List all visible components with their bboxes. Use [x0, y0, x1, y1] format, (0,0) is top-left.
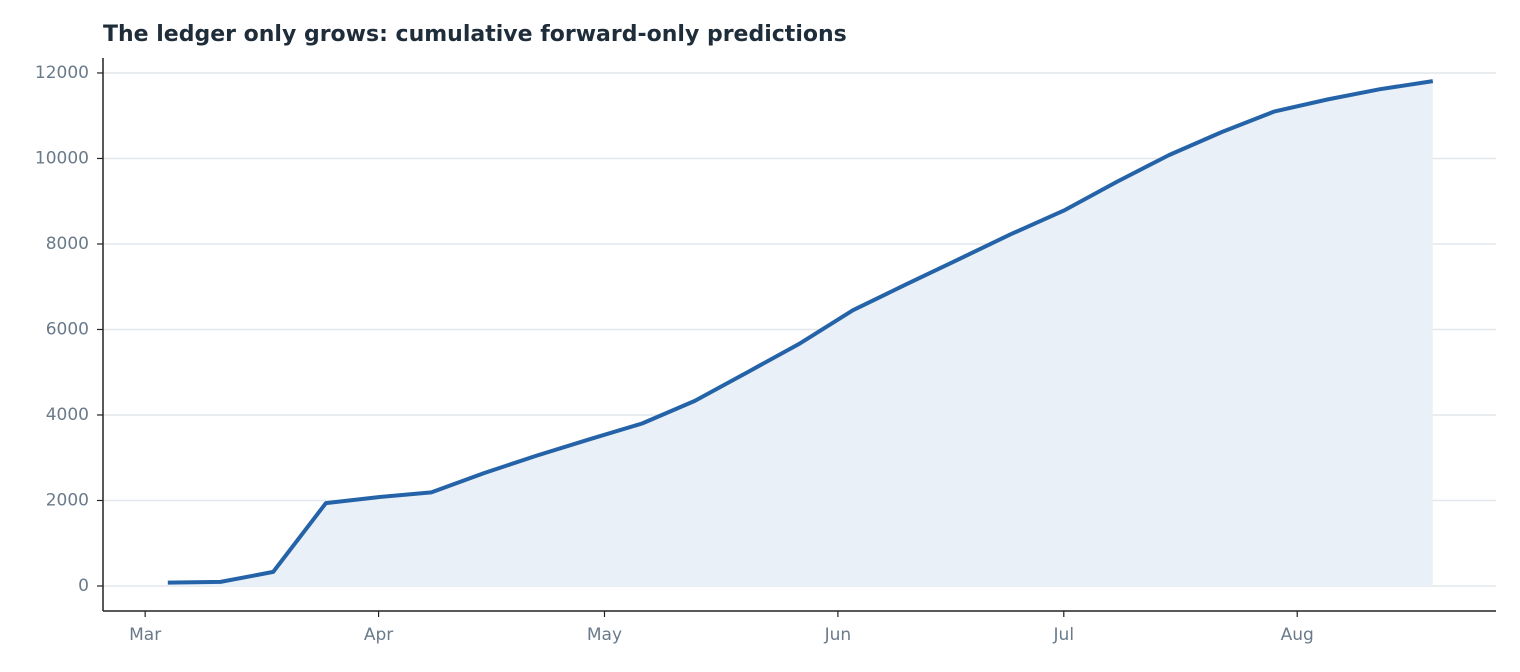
- y-tick-label: 6000: [46, 319, 89, 339]
- y-tick-label: 4000: [46, 405, 89, 425]
- y-tick-label: 0: [78, 576, 89, 596]
- x-tick-label: Jul: [1053, 625, 1075, 645]
- x-tick-label: Apr: [364, 625, 393, 645]
- x-tick-label: Jun: [824, 625, 852, 645]
- chart-title: The ledger only grows: cumulative forwar…: [103, 22, 847, 47]
- line: [167, 79, 1434, 585]
- area-fill: [167, 81, 1433, 586]
- x-tick-label: Mar: [129, 625, 161, 645]
- y-tick-label: 12000: [35, 63, 89, 83]
- y-tick-label: 8000: [46, 234, 89, 254]
- x-tick-label: Aug: [1281, 625, 1314, 645]
- x-tick-label: May: [587, 625, 622, 645]
- y-tick-label: 10000: [35, 148, 89, 168]
- y-tick-label: 2000: [46, 490, 89, 510]
